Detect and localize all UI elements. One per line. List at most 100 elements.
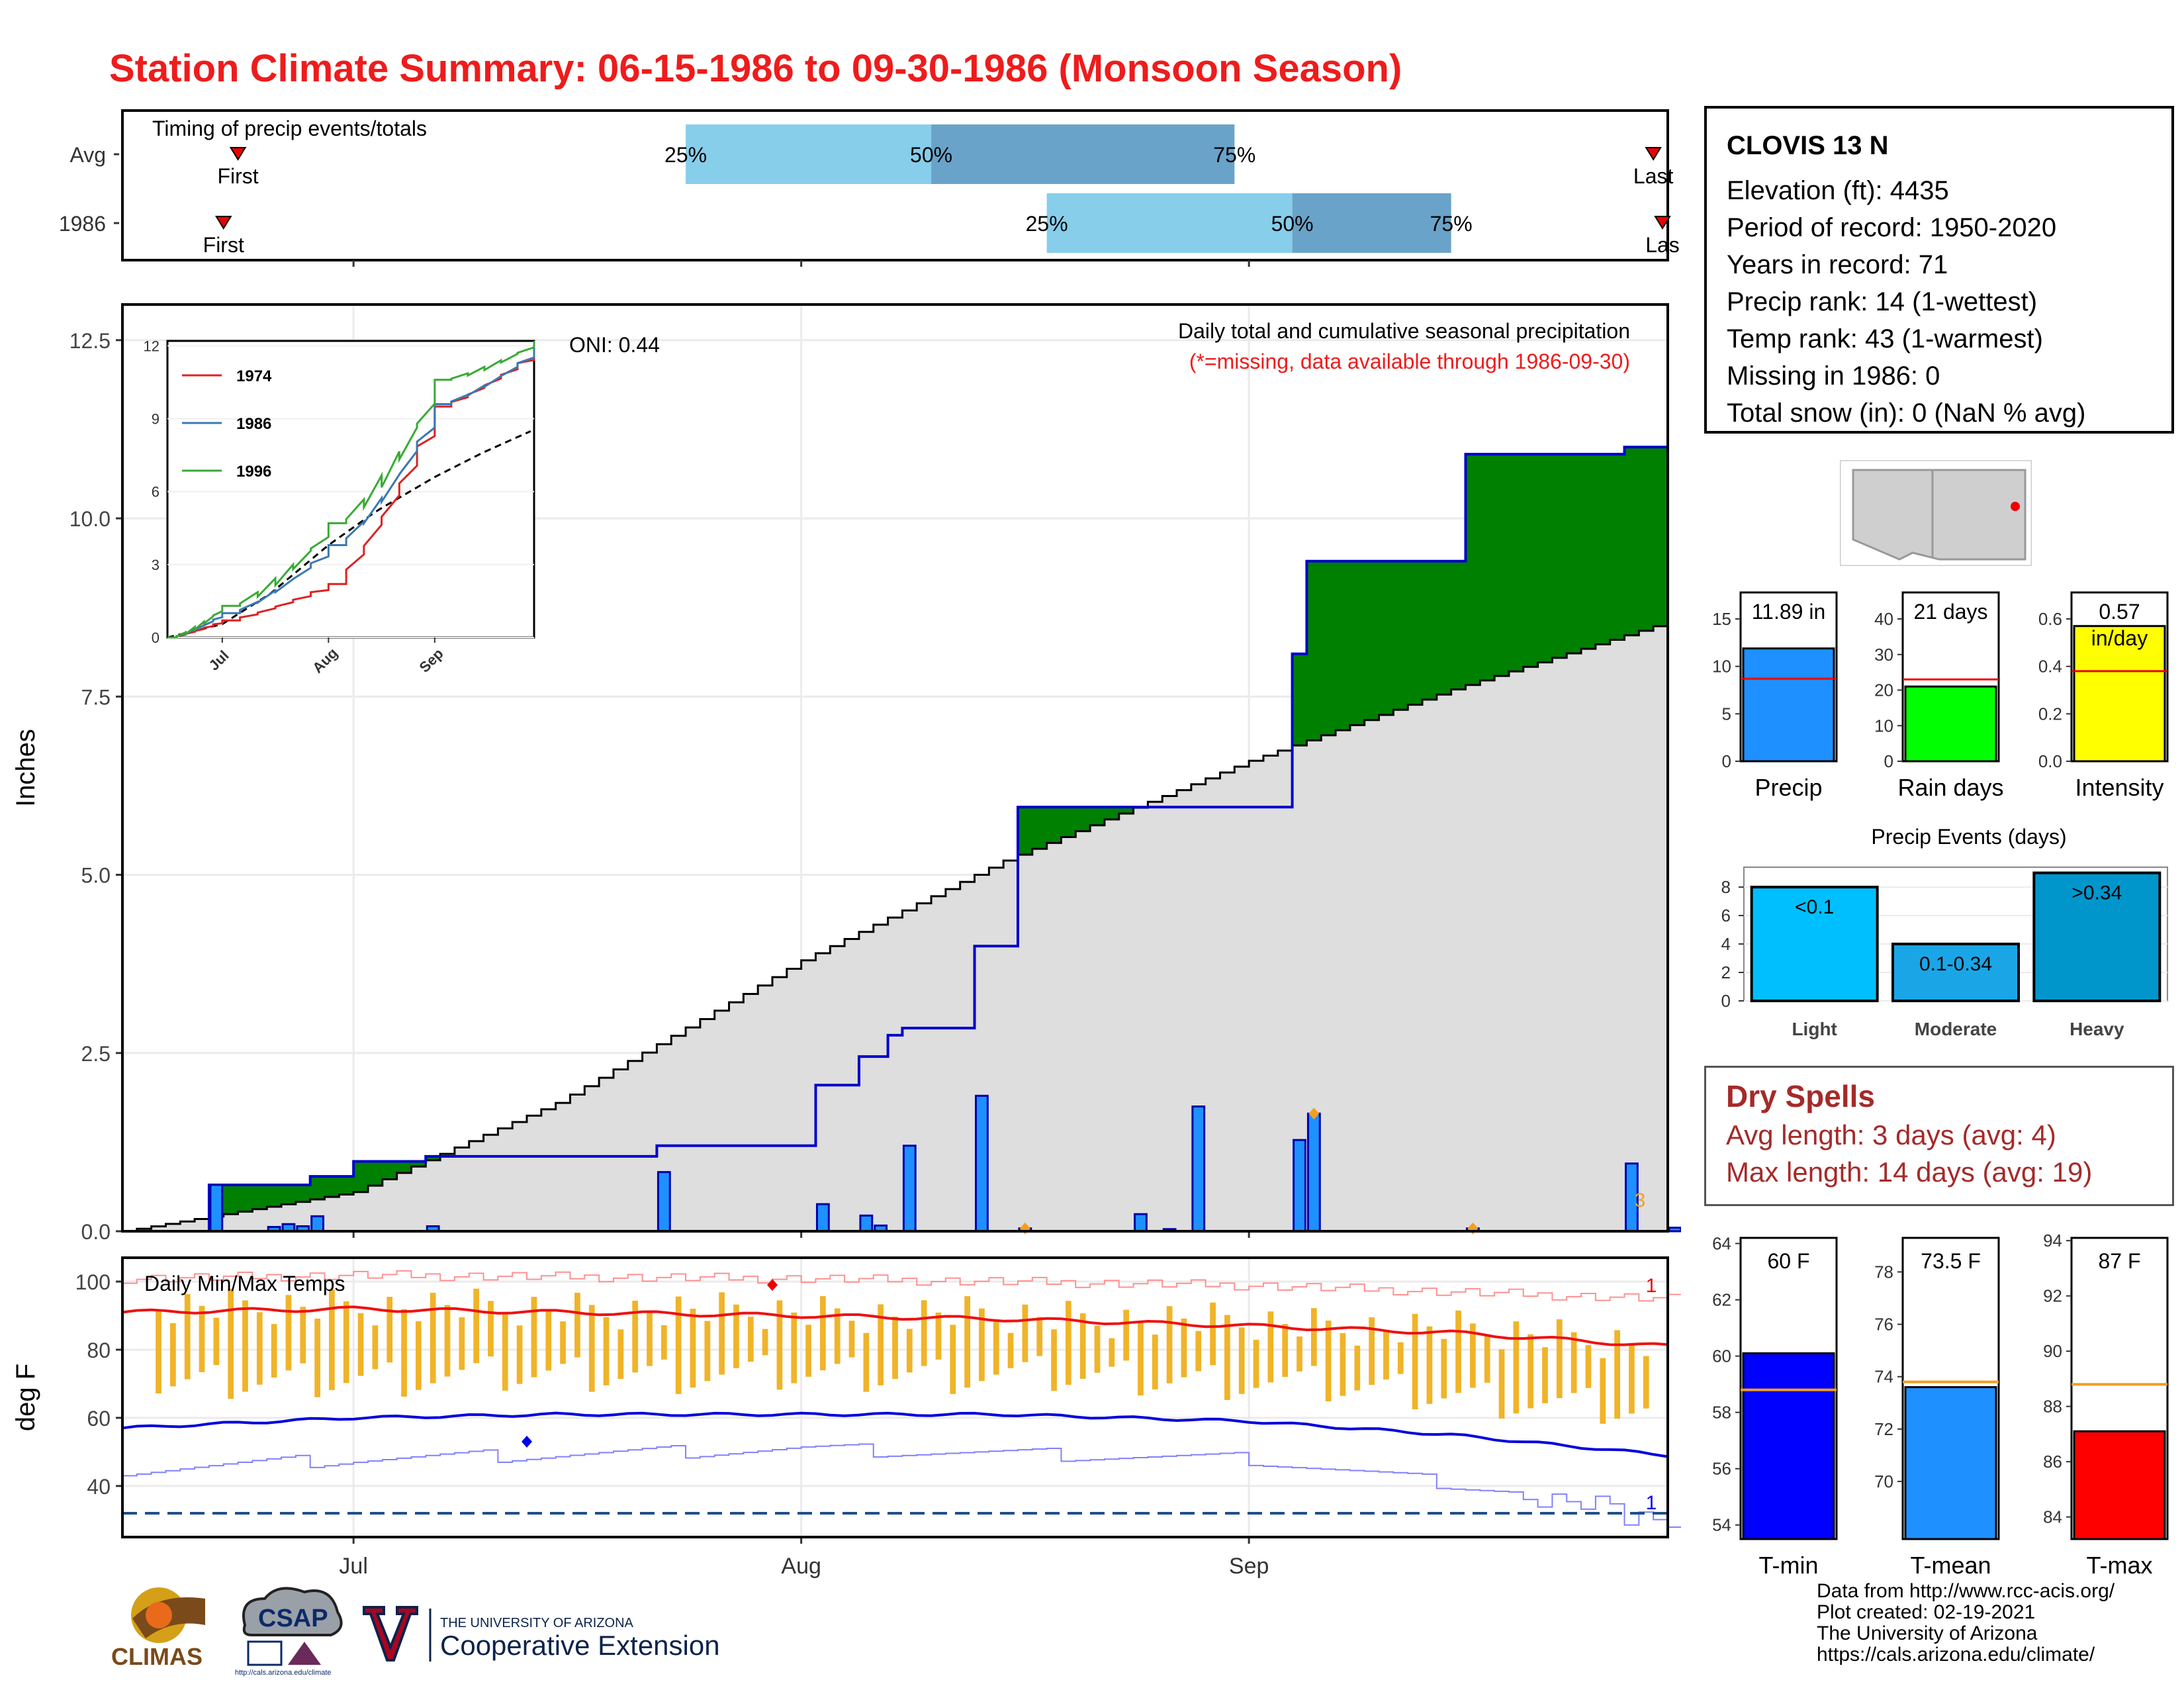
above-average-area [1336,561,1351,731]
daily-precip-bar [975,1094,989,1233]
temp-summary-y-tick-label: 54 [1712,1515,1731,1535]
temp-summary-y-tick-label: 58 [1712,1403,1731,1423]
precip-legend-title: Daily total and cumulative seasonal prec… [1178,319,1630,343]
daily-temp-bar [690,1309,696,1388]
daily-temp-bar [1542,1347,1548,1403]
daily-temp-bar [776,1300,783,1390]
x-axis-tick-label: Aug [781,1554,821,1579]
above-average-area [1090,807,1105,825]
daily-temp-bar [762,1329,768,1356]
daily-temp-bar [660,1325,667,1360]
above-average-area [1321,561,1336,735]
temp-summary-y-tick-label: 70 [1874,1472,1893,1491]
daily-temp-bar [1556,1319,1563,1399]
dry-spells-avg: Avg length: 3 days (avg: 4) [1726,1119,2056,1150]
event-bar-light [1750,886,1879,1002]
daily-temp-bar [329,1289,335,1390]
summary-bars-panel: 0 5 10 15 11.89 in Precip 0 10 20 30 40 21 days Rain… [1712,591,2169,801]
above-average-area [1451,561,1466,690]
above-average-area [295,1185,311,1202]
temp-summary-y-tick-label: 84 [2043,1507,2062,1527]
inset-series-1986 [167,348,535,639]
daily-temp-bar [1354,1345,1361,1391]
daily-temp-bar [935,1312,942,1360]
station-period: Period of record: 1950-2020 [1727,213,2057,242]
daily-temp-bar [617,1329,624,1380]
page-title: Station Climate Summary: 06-15-1986 to 0… [109,47,1402,90]
daily-temp-bar [184,1293,191,1380]
daily-precip-bar [209,1184,224,1233]
inset-y-tick-label: 9 [152,411,159,428]
daily-temp-bar [1123,1309,1130,1361]
station-snow: Total snow (in): 0 (NaN % avg) [1727,399,2086,428]
temp-summary-y-tick-label: 94 [2043,1231,2062,1250]
daily-temp-bar [1585,1345,1592,1388]
above-average-area [252,1185,267,1209]
last-event-label: Last [1633,164,1674,188]
dry-spells-box: Dry Spells Avg length: 3 days (avg: 4) M… [1704,1066,2174,1206]
daily-temp-bar [1369,1317,1375,1385]
above-average-area [1581,454,1596,649]
precip-y-tick-label: 5.0 [81,864,111,888]
above-average-area [267,1185,282,1207]
temp-panel: 40 60 80 100 Jul Aug Sep Daily Min/Max Temps 1 1 d… [11,1256,1681,1579]
daily-temp-bar [834,1308,841,1364]
daily-temp-bar [863,1333,870,1392]
quartile-75-label: 75% [1430,212,1473,236]
daily-precip-bar [1191,1105,1206,1233]
summary-y-tick-label: 0.0 [2038,751,2062,771]
quartile-box-lower [686,124,932,184]
events-y-tick-label: 6 [1721,906,1731,925]
daily-temp-bar [1253,1339,1259,1388]
first-event-label: First [217,164,258,188]
temp-summary-y-tick-label: 90 [2043,1341,2062,1361]
daily-temp-bar [213,1317,220,1366]
corner-count: 3 [1635,1190,1646,1211]
above-average-area [1408,561,1423,705]
daily-temp-bar [791,1312,797,1383]
footer-line-created: Plot created: 02-19-2021 [1817,1601,2036,1623]
daily-temp-bar [1297,1336,1302,1372]
daily-precip-bar [859,1214,874,1233]
dry-spells-max: Max length: 14 days (avg: 19) [1726,1156,2093,1188]
quartile-50-label: 50% [1271,212,1314,236]
daily-temp-bar [300,1307,306,1364]
daily-temp-bar [271,1324,277,1378]
average-min-temp-line [122,1411,1668,1458]
first-event-label: First [203,233,244,257]
event-bar-label: >0.34 [2071,882,2122,904]
station-years: Years in record: 71 [1727,250,1948,279]
temp-summary-y-tick-label: 78 [1874,1262,1893,1282]
events-y-tick-label: 2 [1721,962,1731,982]
csap-logo-text: CSAP [258,1605,328,1632]
above-average-area [1393,561,1408,710]
station-precip-rank: Precip rank: 14 (1-wettest) [1727,287,2038,316]
daily-temp-bar [878,1304,884,1385]
daily-precip-bar [815,1203,830,1233]
temp-y-tick-label: 40 [87,1475,111,1499]
daily-temp-bar [921,1300,927,1366]
daily-temp-bar [1079,1313,1086,1379]
above-average-area [1075,807,1091,831]
station-name: CLOVIS 13 N [1727,131,1889,160]
temp-y-tick-label: 80 [87,1338,111,1362]
daily-temp-bar [1441,1338,1447,1399]
temp-summary-y-tick-label: 72 [1874,1419,1893,1439]
above-average-area [1465,454,1480,685]
inset-y-tick-label: 3 [152,557,159,573]
daily-temp-bar [228,1288,234,1399]
daily-temp-bar [1066,1301,1071,1385]
daily-temp-bar [256,1312,263,1385]
quartile-75-label: 75% [1213,143,1255,167]
daily-temp-bar [343,1301,349,1383]
daily-temp-bar [488,1301,494,1357]
daily-temp-bar [1036,1317,1043,1356]
daily-temp-bar [979,1308,985,1382]
temp-summary-value-label: 87 F [2098,1249,2140,1273]
event-category-label: Moderate [1915,1019,1997,1039]
temp-summary-y-tick-label: 60 [1712,1346,1731,1366]
precip-y-tick-label: 2.5 [81,1042,111,1066]
summary-category-label: Precip [1754,774,1822,801]
timing-panel: Avg 25% 50% 75% First Last 1986 25% 50% 75% First L… [59,109,1680,267]
above-average-area [310,1176,326,1199]
